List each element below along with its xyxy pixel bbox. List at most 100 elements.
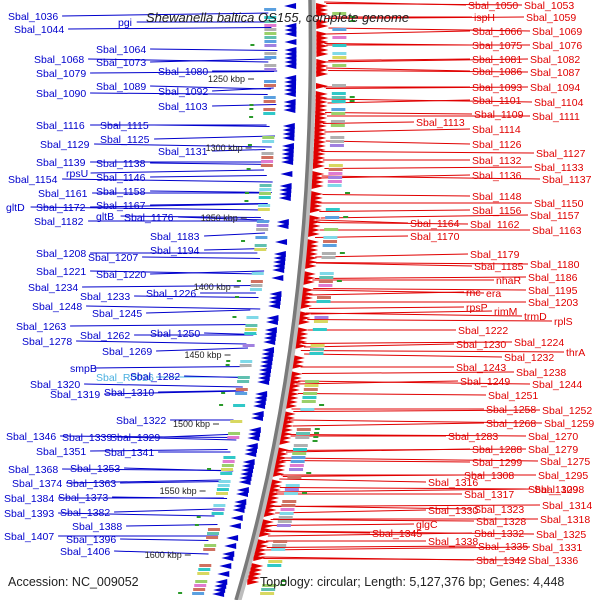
- forward-gene-arrow: [257, 539, 270, 545]
- connector-sbal-1363: [120, 481, 225, 484]
- reverse-gene-arrow: [221, 555, 234, 561]
- gene-label-sbal-1319: Sbal_1319: [50, 389, 100, 401]
- gene-label-sbal-1252: Sbal_1252: [542, 405, 592, 417]
- gene-label-sbal-1093: Sbal_1093: [472, 82, 522, 94]
- forward-gene-arrow: [309, 215, 322, 221]
- category-block: [325, 216, 340, 219]
- forward-gene-arrow: [295, 339, 308, 345]
- forward-gene-arrow: [259, 527, 272, 533]
- reverse-gene-arrow: [276, 223, 289, 229]
- gene-label-sbal-1167: Sbal_1167: [96, 200, 146, 212]
- forward-gene-arrow: [277, 447, 290, 453]
- gene-label-sbal-1283: Sbal_1283: [448, 431, 498, 443]
- forward-gene-arrow: [311, 183, 324, 189]
- category-block: [331, 112, 346, 115]
- connector-sbal-1129: [94, 143, 272, 148]
- gene-label-sbal-1182: Sbal_1182: [34, 216, 84, 228]
- forward-gene-arrow: [296, 331, 309, 337]
- connector-rpsp: [309, 306, 465, 309]
- category-block: [233, 404, 246, 407]
- category-block: [240, 360, 253, 363]
- reverse-gene-arrow: [276, 219, 289, 225]
- connector-sbal-1336: [263, 558, 527, 561]
- connector-sbal-1382: [114, 508, 218, 513]
- gene-label-sbal-1170: Sbal_1170: [410, 231, 460, 243]
- forward-gene-arrow: [295, 335, 308, 341]
- connector-sbal-1316: [279, 478, 427, 483]
- gene-label-sbal-1172: Sbal_1172: [36, 202, 86, 214]
- kbp-label-1400-kbp: 1400 kbp: [194, 282, 231, 292]
- rna-feature: [349, 100, 355, 102]
- gene-label-sbal-1194: Sbal_1194: [150, 245, 200, 257]
- forward-gene-arrow: [265, 503, 278, 509]
- backbone-arc: [234, 0, 313, 600]
- category-block: [256, 220, 269, 223]
- forward-gene-arrow: [314, 123, 327, 129]
- connector-sbal-1278: [76, 340, 247, 345]
- forward-gene-arrow: [256, 543, 269, 549]
- gene-label-sbal-1086: Sbal_1086: [472, 66, 522, 78]
- connector-sbal-1346: [60, 435, 234, 438]
- forward-gene-arrow: [313, 147, 326, 153]
- gene-label-sbal-1161: Sbal_1161: [38, 188, 88, 200]
- forward-gene-arrow: [314, 119, 327, 125]
- gene-label-sbal-1224: Sbal_1224: [514, 337, 564, 349]
- forward-gene-arrow: [285, 399, 298, 405]
- reverse-gene-arrow: [222, 551, 235, 557]
- category-block: [258, 196, 271, 199]
- category-block: [261, 588, 276, 591]
- gene-label-sbal-1232: Sbal_1232: [504, 352, 554, 364]
- forward-gene-arrow: [268, 491, 281, 497]
- category-block: [327, 180, 342, 183]
- reverse-gene-arrow: [283, 107, 296, 113]
- category-block: [280, 508, 295, 511]
- reverse-gene-arrow: [278, 195, 291, 201]
- forward-gene-arrow: [280, 431, 293, 437]
- connector-sbal-1220: [150, 270, 265, 275]
- gene-label-rnc: rnc: [466, 287, 481, 299]
- forward-gene-arrow: [289, 375, 302, 381]
- gene-label-smpb: smpB: [70, 363, 97, 375]
- category-block: [221, 464, 234, 467]
- connector-sbal-1332: [267, 532, 473, 537]
- rna-feature: [339, 252, 345, 254]
- forward-gene-arrow: [303, 275, 316, 281]
- connector-sbal-1073: [150, 58, 272, 63]
- connector-sbal-1138: [150, 162, 271, 165]
- gene-label-sbal-1114: Sbal_1114: [472, 124, 521, 136]
- category-block: [246, 316, 259, 319]
- connector-sbal-1068: [88, 58, 269, 63]
- rna-feature: [313, 436, 319, 438]
- category-block: [192, 592, 205, 595]
- category-block: [254, 248, 267, 251]
- category-block: [256, 224, 269, 227]
- gene-label-sbal-1132: Sbal_1132: [472, 155, 522, 167]
- forward-gene-arrow: [305, 255, 318, 261]
- reverse-gene-arrow: [259, 363, 272, 369]
- gene-label-sbal-1245: Sbal_1245: [92, 308, 142, 320]
- reverse-gene-arrow: [269, 291, 282, 297]
- forward-gene-arrow: [306, 243, 319, 249]
- gene-label-glgc: glgC: [416, 519, 438, 531]
- category-block: [292, 452, 307, 455]
- category-block: [323, 236, 338, 239]
- reverse-gene-arrow: [262, 347, 275, 353]
- gene-label-sbal-1136: Sbal_1136: [472, 170, 522, 182]
- reverse-gene-arrow: [284, 59, 297, 65]
- gene-label-sbal-1180: Sbal_1180: [530, 259, 580, 271]
- forward-gene-arrow: [316, 23, 329, 29]
- reverse-gene-arrow: [253, 403, 266, 409]
- category-block: [332, 36, 347, 39]
- connector-sbal-1351: [90, 449, 228, 452]
- reverse-gene-arrow: [234, 499, 247, 505]
- gene-label-sbal-1044: Sbal_1044: [14, 24, 64, 36]
- gene-label-sbal-1222: Sbal_1222: [458, 325, 508, 337]
- gene-label-era: era: [486, 288, 501, 300]
- gene-label-sbal-1080: Sbal_1080: [158, 66, 208, 78]
- gene-label-sbal-1075: Sbal_1075: [472, 40, 522, 52]
- gene-label-sbal-1406: Sbal_1406: [60, 546, 110, 558]
- category-block: [264, 56, 277, 59]
- gene-label-sbal-1346: Sbal_1346: [6, 431, 56, 443]
- category-block: [318, 284, 333, 287]
